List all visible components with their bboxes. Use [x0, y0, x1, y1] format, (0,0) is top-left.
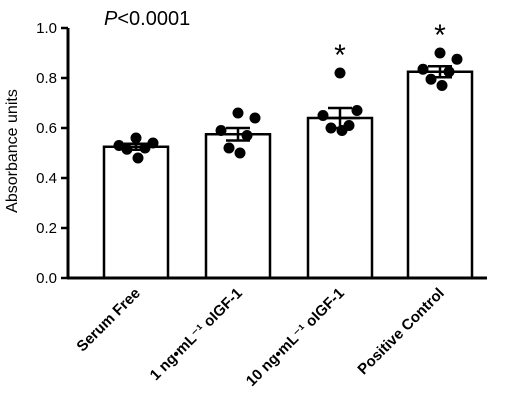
- data-point: [130, 132, 142, 144]
- data-point: [234, 147, 246, 159]
- significance-star: *: [334, 39, 346, 72]
- bars: [102, 70, 474, 280]
- data-point: [121, 143, 133, 155]
- y-tick-label: 0.6: [36, 120, 57, 137]
- data-point: [317, 110, 329, 121]
- bar: [306, 116, 374, 280]
- y-tick-label: 0.0: [36, 270, 57, 287]
- x-category-label: Positive Control: [354, 285, 447, 378]
- y-tick-label: 0.8: [36, 70, 57, 87]
- y-tick-label: 0.2: [36, 220, 57, 237]
- data-point: [351, 105, 363, 116]
- y-axis-title: Absorbance units: [4, 89, 21, 213]
- data-points: [113, 47, 463, 164]
- data-point: [147, 137, 159, 149]
- data-point: [132, 152, 144, 164]
- data-point: [232, 107, 244, 119]
- data-point: [336, 125, 348, 136]
- data-point: [334, 67, 346, 79]
- data-point: [451, 53, 463, 65]
- data-point: [325, 122, 337, 134]
- data-point: [443, 66, 455, 78]
- p-value-text: <0.0001: [117, 8, 190, 30]
- data-point: [139, 142, 151, 154]
- data-point: [241, 130, 253, 141]
- p-value-symbol: P: [104, 8, 118, 30]
- data-point: [249, 112, 261, 124]
- data-point: [434, 47, 446, 59]
- data-point: [436, 80, 448, 91]
- y-tick-label: 0.4: [36, 170, 57, 187]
- x-category-label: Serum Free: [73, 285, 143, 355]
- significance-markers: **: [334, 19, 446, 72]
- x-axis: Serum Free 1 ng•mL⁻¹ oIGF-110 ng•mL⁻¹ oIG…: [67, 276, 487, 390]
- significance-star: *: [434, 19, 446, 52]
- p-value-annotation: P<0.0001: [104, 8, 190, 30]
- x-category-label: 10 ng•mL⁻¹ oIGF-1: [243, 285, 348, 390]
- x-category-label: 1 ng•mL⁻¹ oIGF-1: [147, 285, 246, 384]
- data-point: [215, 125, 227, 136]
- bar: [406, 70, 474, 280]
- data-point: [425, 73, 437, 85]
- y-axis: 0.0 0.2 0.4 0.6 0.8 1.0: [36, 20, 70, 287]
- bar: [102, 145, 170, 280]
- data-point: [417, 63, 429, 75]
- y-tick-label: 1.0: [36, 20, 57, 37]
- data-point: [223, 142, 235, 154]
